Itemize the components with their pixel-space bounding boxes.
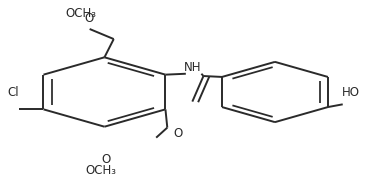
Text: OCH₃: OCH₃ xyxy=(85,164,116,177)
Text: OCH₃: OCH₃ xyxy=(65,7,97,20)
Text: HO: HO xyxy=(341,86,360,98)
Text: O: O xyxy=(173,127,183,140)
Text: NH: NH xyxy=(184,61,202,74)
Text: O: O xyxy=(102,153,111,166)
Text: Cl: Cl xyxy=(7,86,19,98)
Text: O: O xyxy=(84,13,93,25)
